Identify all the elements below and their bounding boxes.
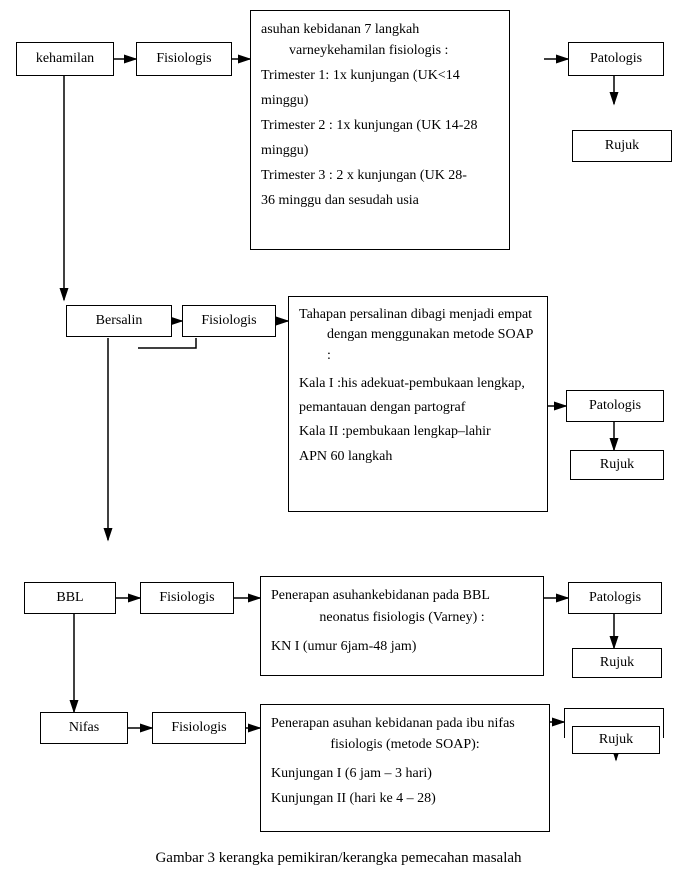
node-fisiologis-2: Fisiologis	[182, 305, 276, 337]
node-rujuk-3: Rujuk	[572, 648, 662, 678]
node-patologis-2: Patologis	[566, 390, 664, 422]
textbox-tahapan-persalinan: Tahapan persalinan dibagi menjadi empatd…	[288, 296, 548, 512]
node-rujuk-2: Rujuk	[570, 450, 664, 480]
node-patologis-3: Patologis	[568, 582, 662, 614]
node-fisiologis-1: Fisiologis	[136, 42, 232, 76]
node-nifas: Nifas	[40, 712, 128, 744]
node-bbl: BBL	[24, 582, 116, 614]
node-rujuk-1: Rujuk	[572, 130, 672, 162]
node-fisiologis-3: Fisiologis	[140, 582, 234, 614]
textbox-nifas-soap: Penerapan asuhan kebidanan pada ibu nifa…	[260, 704, 550, 832]
node-fisiologis-4: Fisiologis	[152, 712, 246, 744]
textbox-bbl-neonatus: Penerapan asuhankebidanan pada BBLneonat…	[260, 576, 544, 676]
node-patologis-1: Patologis	[568, 42, 664, 76]
textbox-asuhan-7langkah: asuhan kebidanan 7 langkahvarneykehamila…	[250, 10, 510, 250]
node-rujuk-4: Rujuk	[572, 726, 660, 754]
figure-caption: Gambar 3 kerangka pemikiran/kerangka pem…	[0, 850, 677, 867]
node-bersalin: Bersalin	[66, 305, 172, 337]
node-kehamilan: kehamilan	[16, 42, 114, 76]
